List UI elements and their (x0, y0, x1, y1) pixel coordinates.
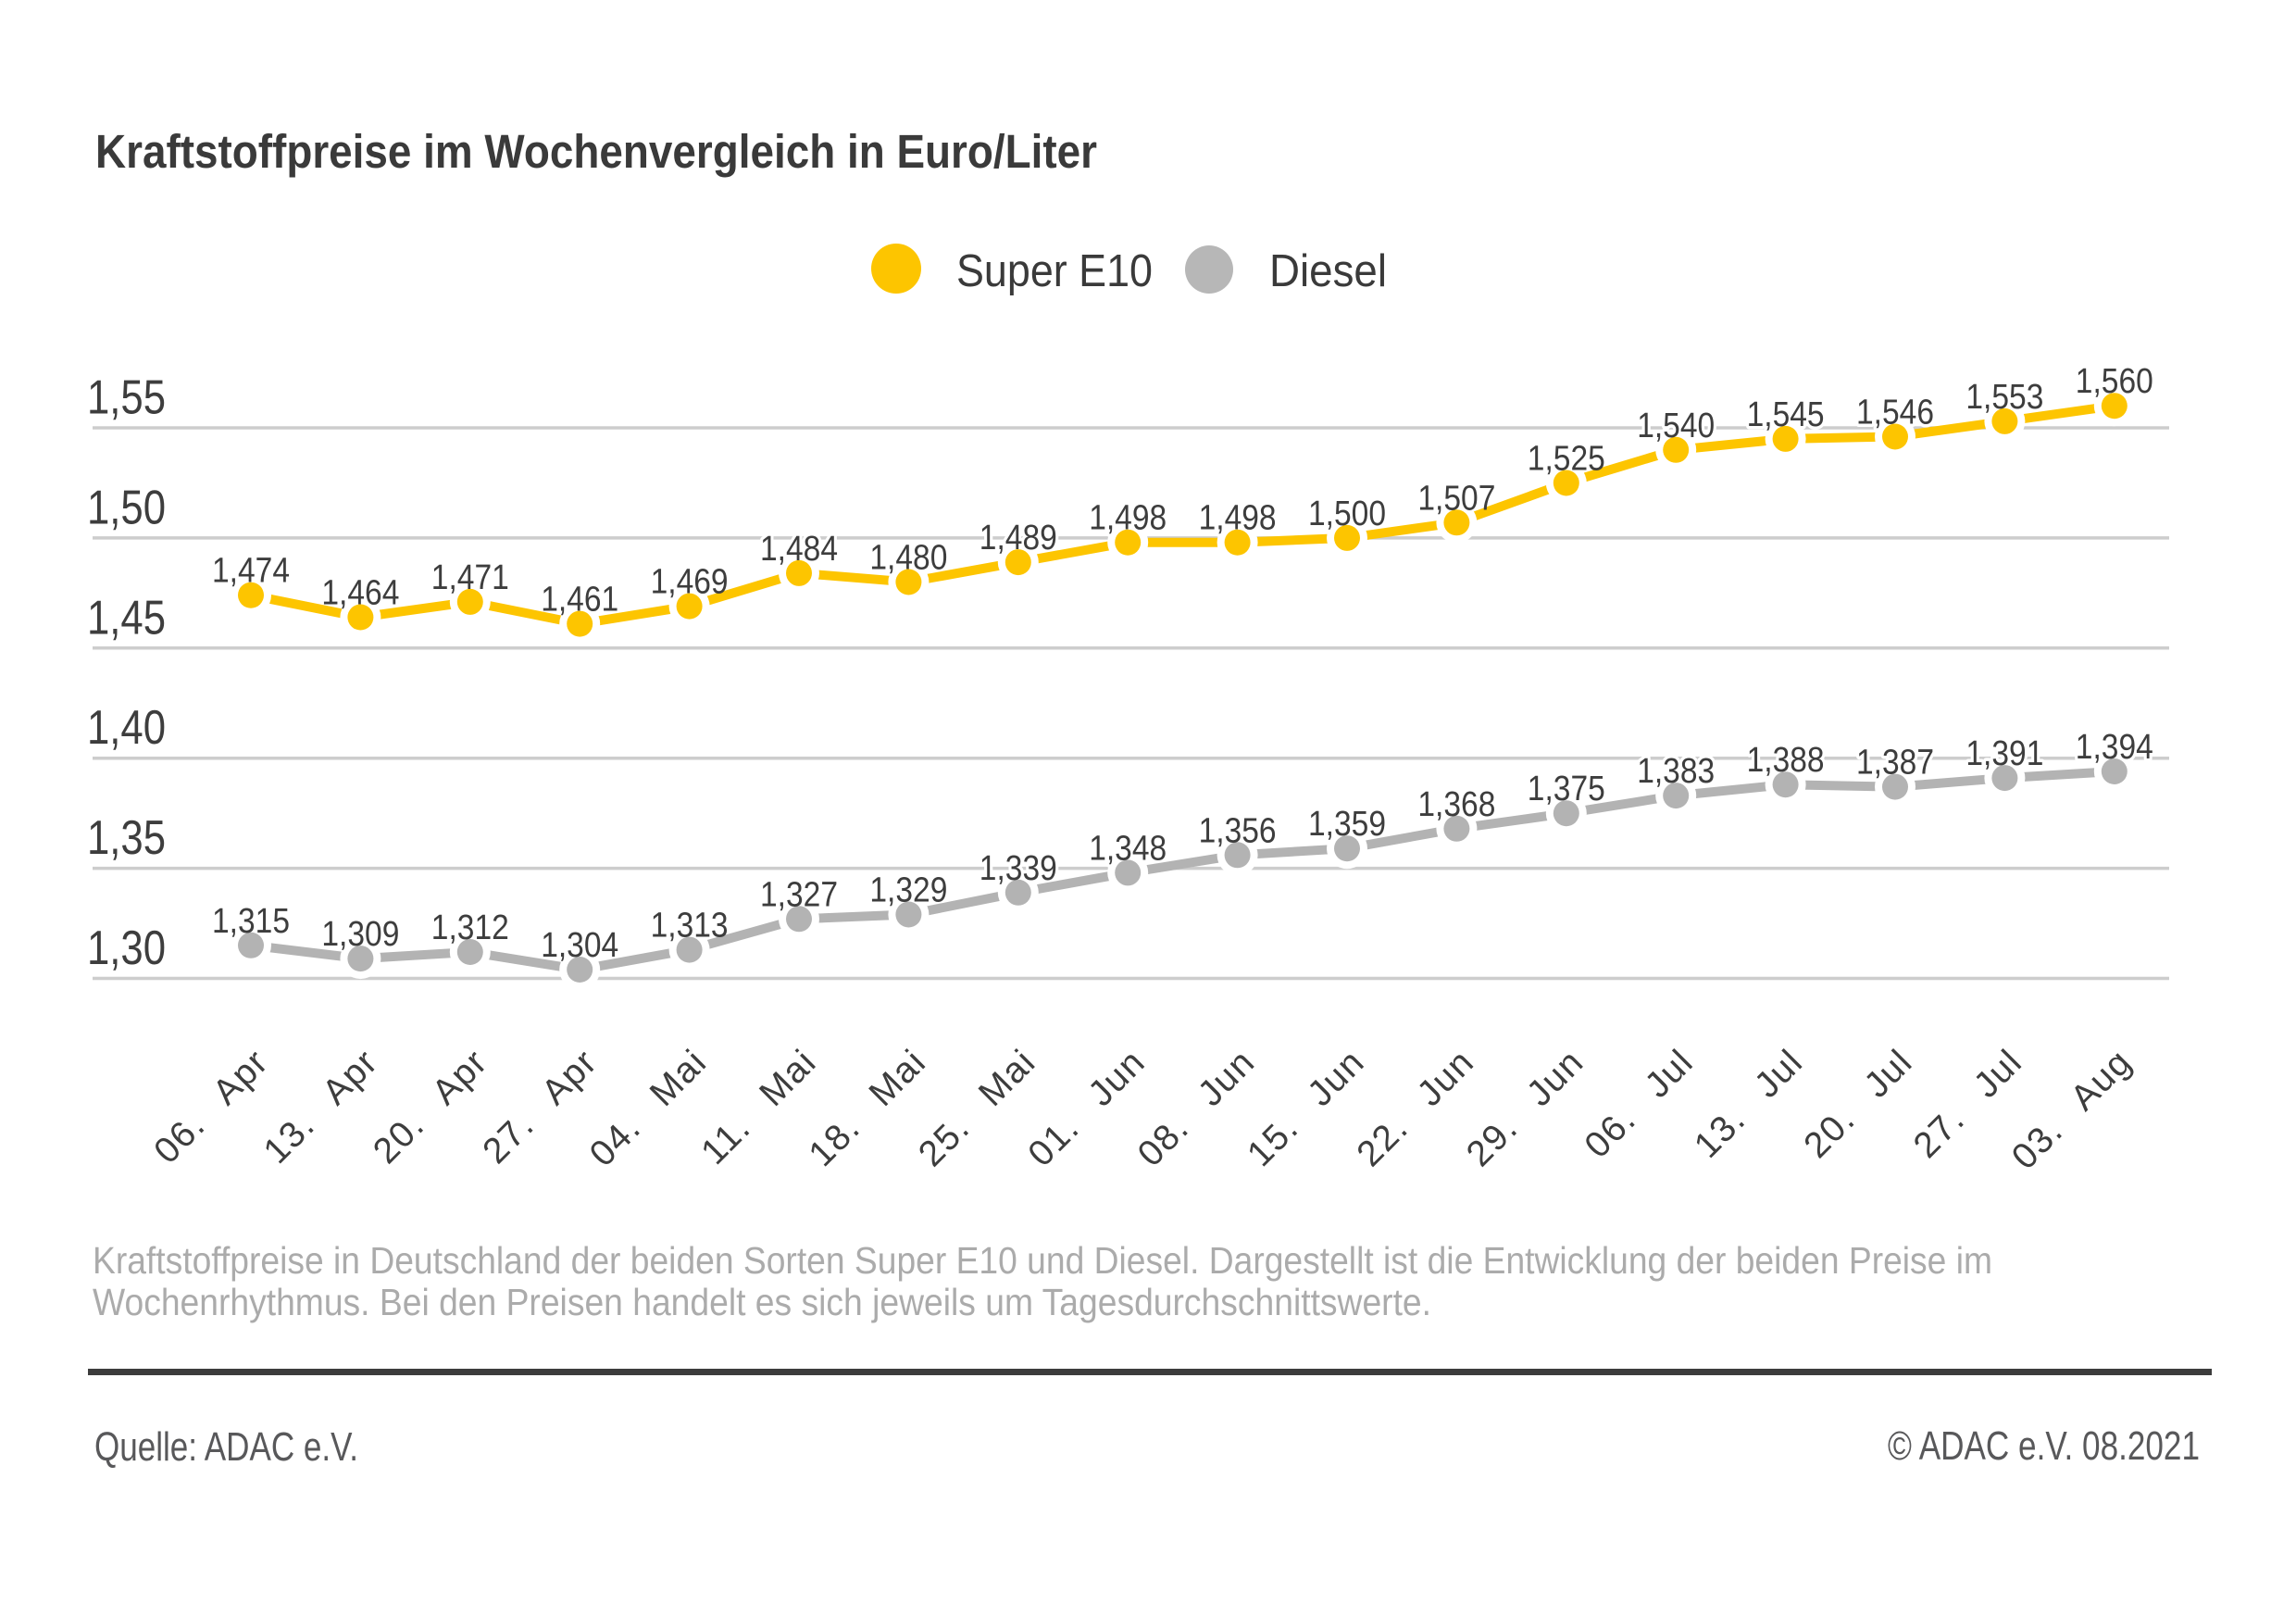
svg-text:1,498: 1,498 (1089, 499, 1167, 538)
svg-text:1,327: 1,327 (760, 875, 838, 914)
svg-text:1,394: 1,394 (2076, 728, 2153, 767)
svg-text:Diesel: Diesel (1269, 246, 1387, 296)
svg-text:1,525: 1,525 (1528, 440, 1605, 479)
svg-text:1,309: 1,309 (321, 915, 399, 954)
svg-text:1,45: 1,45 (87, 591, 166, 645)
svg-text:1,469: 1,469 (651, 563, 729, 602)
svg-text:1,315: 1,315 (212, 902, 290, 941)
svg-text:1,464: 1,464 (321, 574, 399, 613)
svg-text:1,304: 1,304 (541, 926, 618, 965)
svg-text:1,507: 1,507 (1417, 479, 1495, 518)
svg-text:Super E10: Super E10 (956, 246, 1153, 296)
svg-text:1,560: 1,560 (2076, 362, 2153, 401)
svg-text:1,474: 1,474 (212, 552, 290, 591)
svg-text:1,546: 1,546 (1856, 394, 1934, 432)
svg-text:1,339: 1,339 (980, 849, 1057, 888)
svg-text:1,471: 1,471 (431, 558, 509, 597)
svg-text:Kraftstoffpreise im Wochenverg: Kraftstoffpreise im Wochenvergleich in E… (95, 125, 1097, 178)
svg-text:1,329: 1,329 (869, 871, 947, 910)
svg-text:1,315: 1,315 (212, 902, 290, 941)
svg-text:1,498: 1,498 (1199, 499, 1277, 538)
svg-text:1,387: 1,387 (1856, 744, 1934, 783)
svg-text:1,356: 1,356 (1199, 811, 1277, 850)
svg-text:1,553: 1,553 (1965, 378, 2043, 417)
svg-text:1,313: 1,313 (651, 907, 729, 946)
svg-text:1,35: 1,35 (87, 811, 166, 865)
svg-text:1,391: 1,391 (1965, 734, 2043, 773)
svg-text:1,40: 1,40 (87, 701, 166, 755)
svg-text:1,484: 1,484 (760, 530, 838, 569)
svg-text:© ADAC e.V. 08.2021: © ADAC e.V. 08.2021 (1888, 1423, 2200, 1469)
svg-text:1,546: 1,546 (1856, 394, 1934, 432)
svg-text:1,375: 1,375 (1528, 770, 1605, 808)
svg-text:1,387: 1,387 (1856, 744, 1934, 783)
svg-text:1,545: 1,545 (1747, 395, 1825, 434)
svg-text:1,553: 1,553 (1965, 378, 2043, 417)
svg-text:1,383: 1,383 (1637, 752, 1715, 791)
svg-text:1,312: 1,312 (431, 908, 509, 947)
svg-text:1,50: 1,50 (87, 481, 166, 534)
svg-text:1,327: 1,327 (760, 875, 838, 914)
svg-text:1,540: 1,540 (1637, 407, 1715, 445)
svg-text:1,500: 1,500 (1308, 495, 1386, 533)
svg-text:1,480: 1,480 (869, 539, 947, 578)
svg-text:1,461: 1,461 (541, 581, 618, 620)
svg-text:Kraftstoffpreise in Deutschlan: Kraftstoffpreise in Deutschland der beid… (93, 1239, 1992, 1282)
svg-text:Wochenrhythmus. Bei den Preise: Wochenrhythmus. Bei den Preisen handelt … (93, 1281, 1431, 1323)
svg-text:1,489: 1,489 (980, 519, 1057, 557)
svg-text:1,348: 1,348 (1089, 829, 1167, 868)
svg-text:1,329: 1,329 (869, 871, 947, 910)
svg-text:1,388: 1,388 (1747, 741, 1825, 780)
svg-text:1,368: 1,368 (1417, 785, 1495, 824)
svg-text:Quelle: ADAC e.V.: Quelle: ADAC e.V. (94, 1424, 358, 1470)
svg-text:1,30: 1,30 (87, 921, 166, 975)
svg-text:1,55: 1,55 (87, 371, 166, 425)
svg-text:1,368: 1,368 (1417, 785, 1495, 824)
svg-text:1,359: 1,359 (1308, 805, 1386, 844)
